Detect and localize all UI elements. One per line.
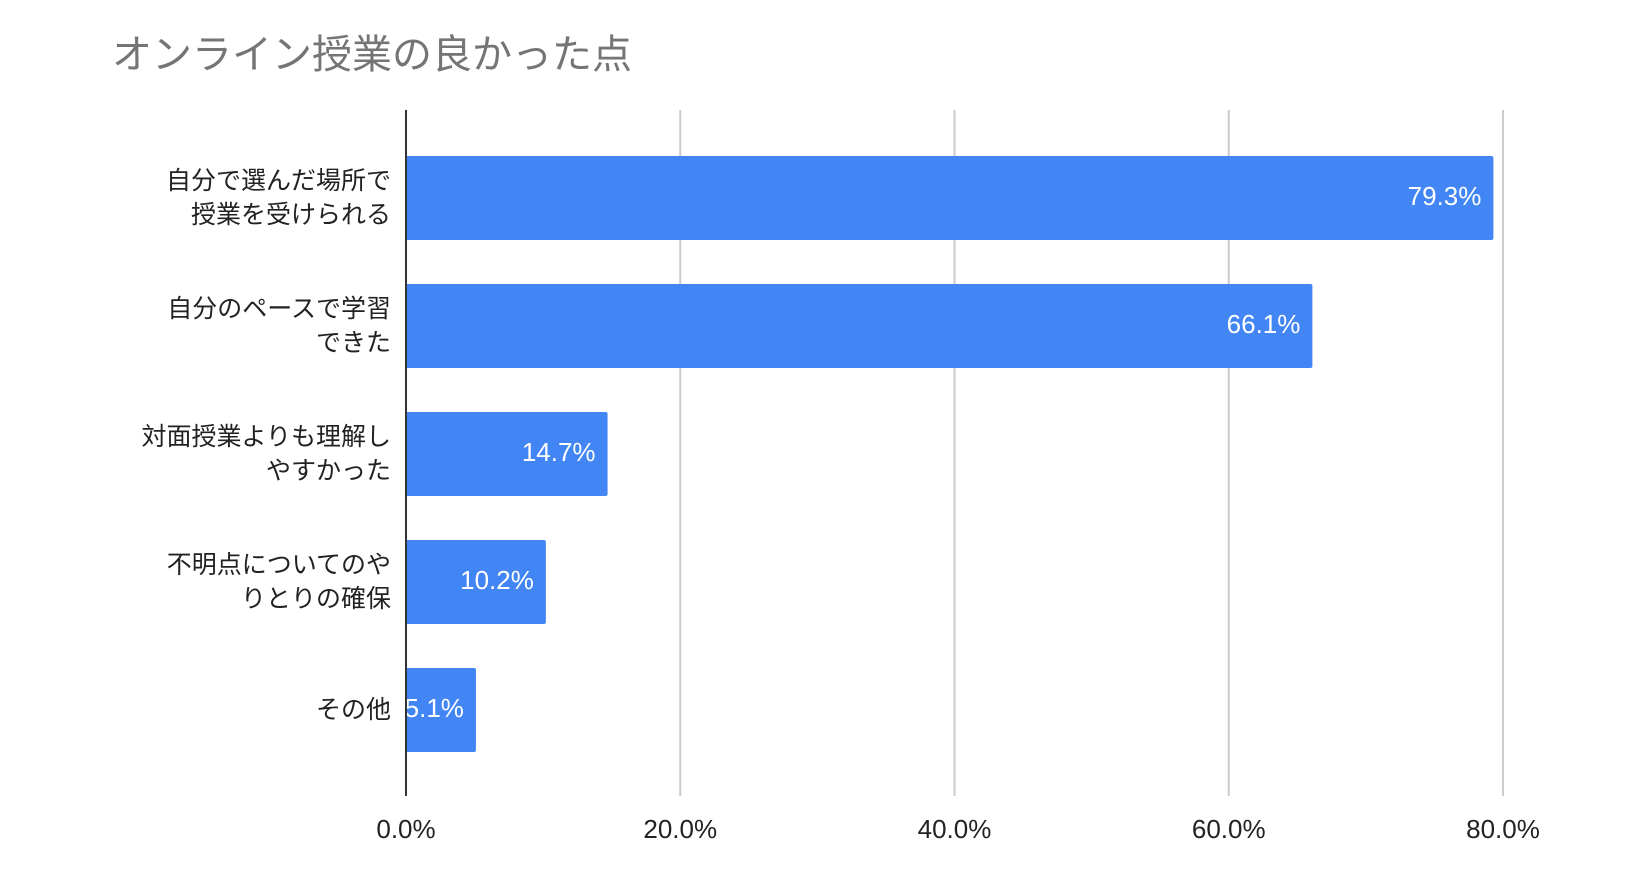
x-tick-label: 0.0% xyxy=(376,814,435,844)
value-label: 5.1% xyxy=(405,693,464,723)
bar xyxy=(406,668,476,752)
bar xyxy=(406,540,546,624)
x-tick-label: 80.0% xyxy=(1466,814,1540,844)
bar xyxy=(406,284,1313,368)
y-tick-label: 自分で選んだ場所で 授業を受けられる xyxy=(165,166,391,229)
value-label: 79.3% xyxy=(1408,181,1482,211)
bar xyxy=(406,412,608,496)
y-tick-label: 不明点についてのや りとりの確保 xyxy=(166,550,391,613)
y-tick-label: 対面授業よりも理解し やすかった xyxy=(141,422,391,485)
value-label: 10.2% xyxy=(460,565,534,595)
value-label: 66.1% xyxy=(1227,309,1301,339)
y-tick-label: 自分のペースで学習 できた xyxy=(167,294,391,357)
y-tick-label: その他 xyxy=(315,695,391,724)
x-tick-label: 20.0% xyxy=(643,814,717,844)
bar xyxy=(406,156,1494,240)
chart-title: オンライン授業の良かった点 xyxy=(112,32,632,78)
value-label: 14.7% xyxy=(522,437,596,467)
x-tick-label: 40.0% xyxy=(918,814,992,844)
x-tick-label: 60.0% xyxy=(1192,814,1266,844)
